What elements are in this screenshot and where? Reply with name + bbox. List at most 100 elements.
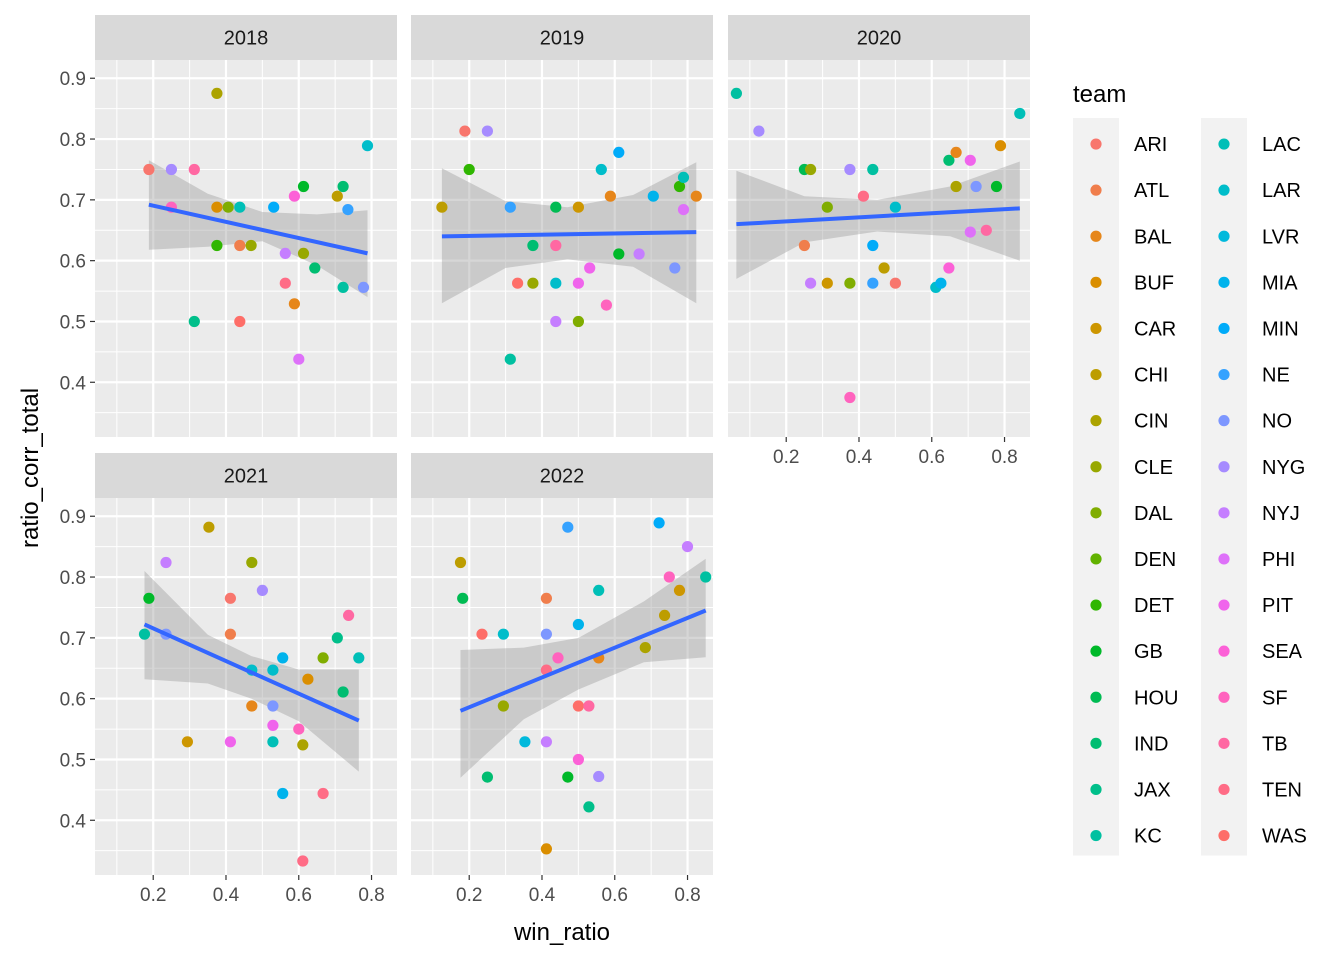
legend-item-sea: SEA [1218,641,1303,663]
legend-swatch [1218,415,1230,427]
point-lar [550,277,562,289]
point-tb [583,700,595,712]
legend-swatch [1090,138,1102,150]
point-chi [659,609,671,622]
point-cle [497,700,509,712]
panel-2019: 2019 [411,15,713,437]
panel-background [411,60,713,437]
x-tick-label: 0.8 [358,885,384,906]
point-nyg [481,125,493,137]
y-tick-label: 0.4 [60,373,87,394]
legend-swatch [1090,230,1102,242]
legend-swatch [1090,415,1102,427]
point-min [653,517,665,529]
legend-swatch [1090,645,1102,657]
point-lac [353,652,365,664]
point-sf [600,299,613,311]
x-tick-label: 0.2 [773,447,799,468]
y-tick-label: 0.6 [60,690,86,711]
point-chi [436,201,448,213]
point-lac [1014,107,1026,120]
legend-item-den: DEN [1090,549,1176,571]
point-cin [639,642,651,654]
point-car [821,277,833,289]
point-dal [317,652,329,664]
point-mia [572,618,585,631]
x-tick-label: 0.2 [140,885,166,906]
point-car [572,201,585,213]
panel-background [728,60,1030,437]
legend-label: BUF [1134,272,1174,294]
point-jax [331,632,343,644]
point-pit [267,719,279,732]
point-phi [293,353,305,365]
point-ind [337,180,349,193]
point-min [867,239,879,252]
point-ten [279,277,291,289]
x-tick-label: 0.6 [602,885,628,906]
y-tick-label: 0.7 [60,629,86,650]
point-gb [297,180,310,193]
point-dal [572,315,585,328]
point-atl [224,628,236,640]
x-tick-label: 0.8 [991,447,1017,468]
point-car [181,736,193,748]
point-no [267,700,279,712]
point-ind [481,771,493,783]
point-car [673,584,686,597]
point-bal [950,146,962,158]
legend-title: team [1073,81,1126,108]
points [138,521,365,867]
facet-strip-label: 2021 [224,466,269,488]
legend-label: LVR [1262,226,1299,248]
legend-item-dal: DAL [1090,503,1173,525]
x-tick-label: 0.6 [919,447,945,468]
legend-item-min: MIN [1218,318,1299,340]
legend-label: CHI [1134,365,1168,387]
point-sf [293,723,305,735]
trend-line [736,206,1020,227]
legend-swatch [1218,368,1230,381]
legend-item-lac: LAC [1218,134,1301,156]
point-nyj [160,556,172,569]
point-det [211,239,223,252]
legend-swatch [1218,184,1230,196]
point-kc [700,571,712,583]
point-no [357,281,370,293]
point-gb [562,771,574,783]
legend-label: ATL [1134,180,1169,202]
point-chi [203,521,215,533]
legend-swatch [1218,553,1230,565]
point-ind [527,239,539,252]
grid [411,60,713,437]
point-atl [234,239,246,252]
point-ten [857,190,870,202]
point-tb [550,239,562,252]
legend-label: PIT [1262,595,1293,617]
legend-item-ten: TEN [1218,779,1302,801]
legend-item-was: WAS [1218,826,1307,848]
facet-strip [95,453,397,498]
point-cin [211,87,223,99]
point-lvr [519,736,531,748]
point-ten [297,855,309,867]
point-bal [690,190,702,202]
y-tick-label: 0.9 [60,507,86,528]
panel-2020: 2020 [728,15,1030,437]
legend-label: MIN [1262,318,1299,340]
legend-label: NO [1262,411,1292,433]
point-cle [297,247,310,259]
legend-swatch [1218,829,1230,842]
point-ari [889,277,902,289]
point-ne [562,521,574,533]
point-kc [730,87,743,99]
grid [95,60,397,437]
legend-label: IND [1134,733,1168,755]
point-buf [211,201,223,213]
point-sf [552,652,564,664]
y-tick-label: 0.7 [60,191,86,212]
point-lac [677,171,690,183]
point-jax [188,315,200,328]
point-nyg [256,584,268,597]
legend-swatch [1218,599,1230,611]
